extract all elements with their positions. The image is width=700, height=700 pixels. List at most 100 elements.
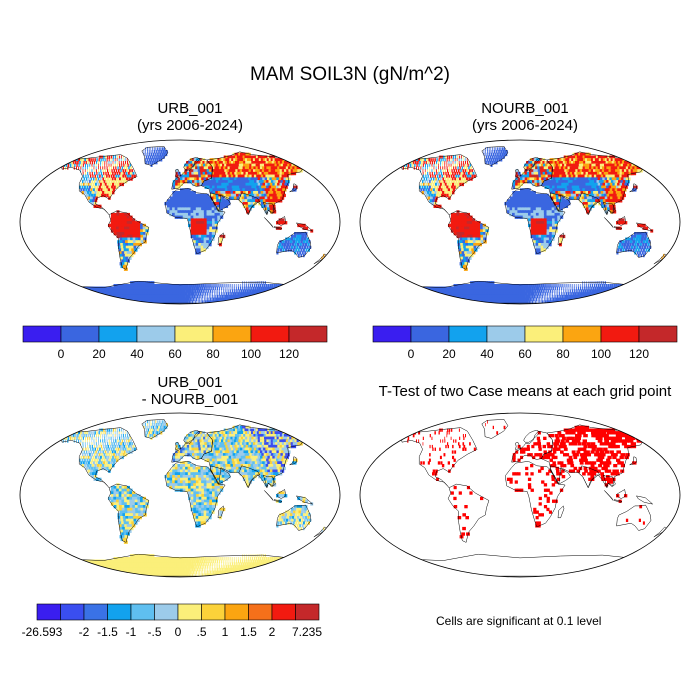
map-cell [533, 240, 537, 244]
map-cell [256, 171, 262, 176]
map-cell [592, 199, 597, 203]
map-cell [177, 191, 181, 195]
map-cell [193, 158, 197, 162]
map-cell [167, 199, 171, 203]
map-cell [236, 292, 238, 296]
map-cell [221, 185, 226, 189]
map-cell [530, 163, 534, 167]
map-cell [155, 155, 157, 159]
map-cell [480, 240, 485, 244]
map-cell [608, 292, 612, 296]
map-cell [450, 215, 454, 219]
map-cell [230, 169, 235, 173]
map-cell [527, 286, 530, 290]
map-cell [618, 221, 622, 225]
map-cell [496, 158, 499, 162]
map-cell [570, 289, 572, 293]
map-cell [541, 221, 545, 225]
map-cell [196, 226, 200, 230]
map-cell [285, 245, 289, 249]
coastline-india [238, 192, 261, 216]
map-cell [98, 158, 100, 162]
map-cell [156, 158, 159, 162]
map-cell [224, 199, 228, 203]
map-cell [172, 289, 176, 293]
map-cell [554, 188, 559, 192]
map-cell [246, 289, 248, 293]
map-cell [188, 218, 192, 222]
map-cell [528, 284, 531, 288]
map-cell [433, 193, 436, 198]
map-cell [429, 163, 431, 167]
map-cell [629, 240, 633, 244]
map-cell [250, 300, 256, 304]
map-cell [552, 284, 554, 288]
map-cell [582, 202, 587, 206]
map-cell [499, 294, 503, 299]
map-cell [285, 180, 290, 184]
map-cell [556, 207, 561, 211]
map-cell [407, 289, 415, 293]
map-cell [230, 286, 232, 290]
map-cell [95, 182, 97, 187]
map-cell [145, 147, 147, 151]
map-cell [637, 248, 640, 252]
map-cell [624, 182, 629, 187]
map-cell [190, 218, 194, 222]
map-cell [474, 229, 479, 233]
map-cell [209, 297, 211, 301]
map-cell [150, 150, 152, 154]
map-cell [421, 292, 429, 296]
map-cell [206, 212, 210, 217]
map-cell [487, 147, 488, 151]
map-cell [587, 171, 593, 176]
map-cell [622, 289, 626, 293]
map-cell [454, 182, 457, 187]
map-cell [507, 199, 511, 203]
map-cell [553, 169, 557, 173]
map-cell [483, 234, 487, 239]
map-cell [150, 147, 152, 151]
map-cell [526, 174, 530, 178]
map-cell [533, 171, 537, 176]
map-cell [514, 202, 518, 206]
map-cell [97, 182, 100, 187]
map-cell [116, 158, 118, 162]
map-cell [550, 161, 555, 165]
map-cell [127, 232, 131, 236]
map-cell [415, 161, 417, 165]
map-cell [209, 182, 213, 187]
map-cell [488, 147, 490, 151]
map-cell [583, 191, 587, 195]
map-cell [508, 294, 511, 299]
map-cell [545, 163, 549, 167]
map-cell [219, 163, 224, 167]
map-cell [528, 297, 530, 301]
map-cell [271, 284, 274, 288]
map-cell [276, 294, 281, 299]
map-cell [571, 182, 575, 187]
map-cell [257, 297, 263, 301]
map-cell [435, 166, 437, 170]
map-cell [456, 155, 458, 159]
map-cell [535, 294, 537, 299]
map-cell [217, 210, 221, 214]
map-cell [108, 166, 110, 170]
map-cell [514, 196, 518, 200]
map-cell [553, 163, 558, 167]
map-cell [242, 289, 245, 293]
map-cell [465, 161, 466, 165]
map-cell [596, 281, 598, 285]
map-cell [435, 188, 438, 192]
map-cell [530, 221, 534, 225]
map-cell [191, 294, 194, 299]
map-cell [638, 161, 645, 165]
map-cell [560, 177, 564, 181]
map-cell [213, 289, 215, 293]
map-cell [96, 158, 98, 162]
map-cell [299, 163, 306, 167]
map-cell [177, 199, 181, 203]
map-cell [577, 294, 581, 299]
map-cell [474, 281, 479, 285]
map-cell [180, 284, 183, 288]
